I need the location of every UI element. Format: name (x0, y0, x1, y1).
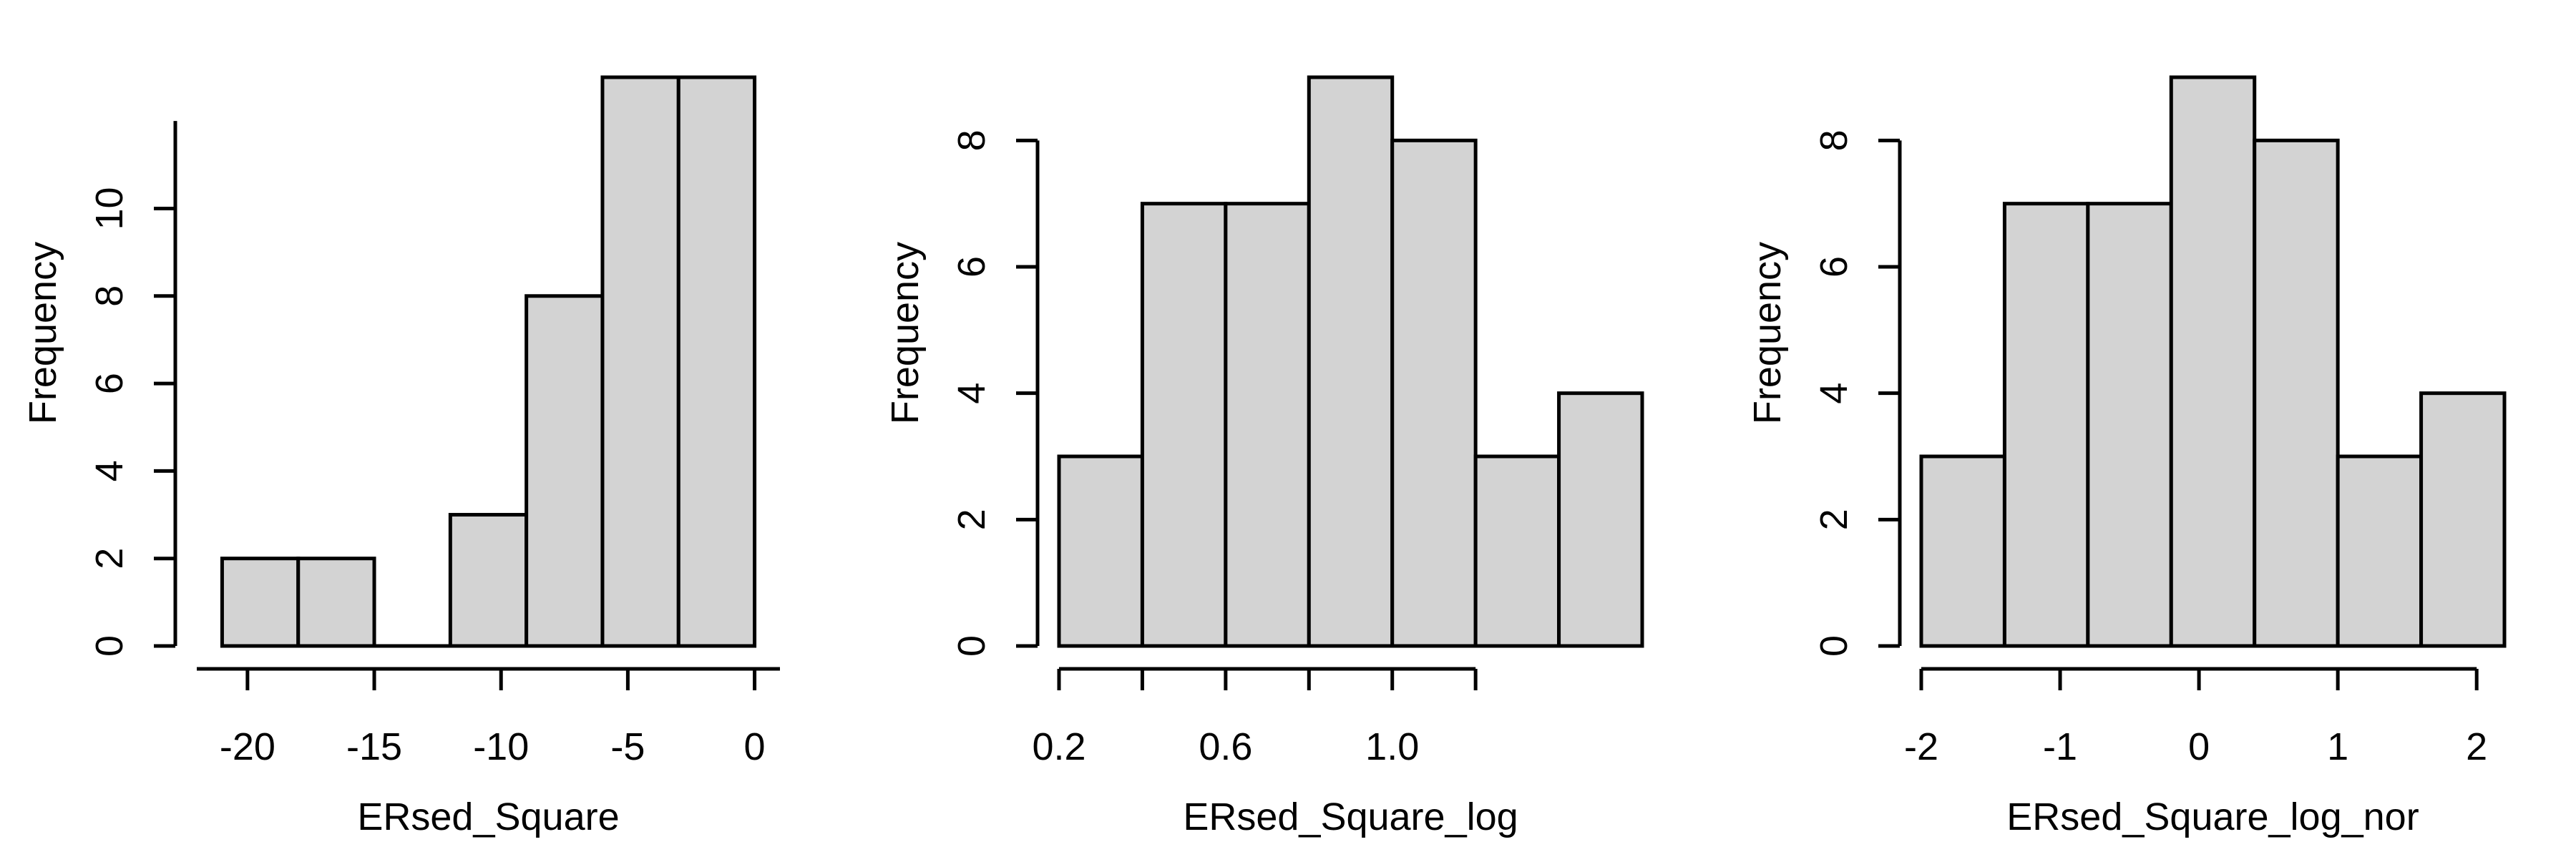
histogram-bar (2419, 391, 2507, 648)
panel-ersed-square: ERsed_Square Frequency -20 -15 -10 -5 0 0 2 4 6 8… (21, 75, 780, 838)
x-tick-label: 2 (2466, 725, 2487, 768)
x-tick-label: 0.2 (1032, 725, 1085, 768)
y-axis-label: Frequency (1746, 242, 1789, 424)
y-tick-label: 8 (1813, 129, 1855, 151)
y-tick-label: 4 (950, 383, 993, 404)
y-tick-label: 6 (950, 256, 993, 278)
y-tick-label: 0 (950, 635, 993, 657)
histogram-bar (1919, 454, 2006, 648)
x-tick-label: 0 (744, 725, 766, 768)
y-tick-label: 4 (1813, 383, 1855, 404)
y-tick-label: 2 (950, 509, 993, 530)
x-tick-label: 0.6 (1199, 725, 1252, 768)
x-axis-label: ERsed_Square_log_nor (2006, 795, 2419, 838)
histogram-bar (1057, 454, 1144, 648)
histogram-bar (1557, 391, 1644, 648)
y-tick-label: 2 (1813, 509, 1855, 530)
y-tick-label: 4 (88, 460, 131, 481)
y-axis-label: Frequency (21, 242, 64, 424)
panel-ersed-square-log: ERsed_Square_log Frequency 0.2 0.6 1.0 0 2 4 6… (884, 75, 1644, 838)
histogram-bar (1473, 454, 1561, 648)
histogram-bar (296, 557, 376, 648)
histogram-bar (2336, 454, 2424, 648)
histogram-bar (1140, 202, 1228, 648)
histogram-bar (600, 75, 680, 648)
x-tick-label: 1 (2327, 725, 2348, 768)
x-axis-label: ERsed_Square (357, 795, 619, 838)
y-tick-label: 0 (1813, 635, 1855, 657)
x-tick-label: -5 (610, 725, 645, 768)
histogram-bar (2002, 202, 2090, 648)
histogram-bar (2086, 202, 2173, 648)
x-tick-label: 0 (2188, 725, 2210, 768)
histogram-bar (448, 513, 529, 648)
histogram-bar (1224, 202, 1311, 648)
y-tick-label: 6 (1813, 256, 1855, 278)
histogram-bar (1390, 138, 1478, 648)
x-tick-label: -2 (1904, 725, 1938, 768)
histogram-bar (1307, 75, 1395, 648)
y-tick-label: 10 (88, 187, 131, 230)
x-tick-label: 1.0 (1365, 725, 1419, 768)
x-tick-label: -10 (473, 725, 529, 768)
x-axis-label: ERsed_Square_log (1183, 795, 1518, 838)
y-tick-label: 2 (88, 548, 131, 569)
panel-ersed-square-log-nor: ERsed_Square_log_nor Frequency -2 -1 0 1 2 0 2… (1746, 75, 2507, 838)
y-tick-label: 8 (950, 129, 993, 151)
y-tick-label: 8 (88, 285, 131, 307)
y-tick-label: 6 (88, 373, 131, 394)
x-tick-label: -20 (220, 725, 275, 768)
histogram-bar (220, 557, 301, 648)
histogram-bar (676, 75, 757, 648)
histogram-bar (525, 294, 605, 648)
histogram-bar (2253, 138, 2340, 648)
x-tick-label: -1 (2043, 725, 2077, 768)
y-axis-label: Frequency (884, 242, 927, 424)
histogram-bar (2169, 75, 2257, 648)
y-tick-label: 0 (88, 635, 131, 657)
x-tick-label: -15 (346, 725, 402, 768)
